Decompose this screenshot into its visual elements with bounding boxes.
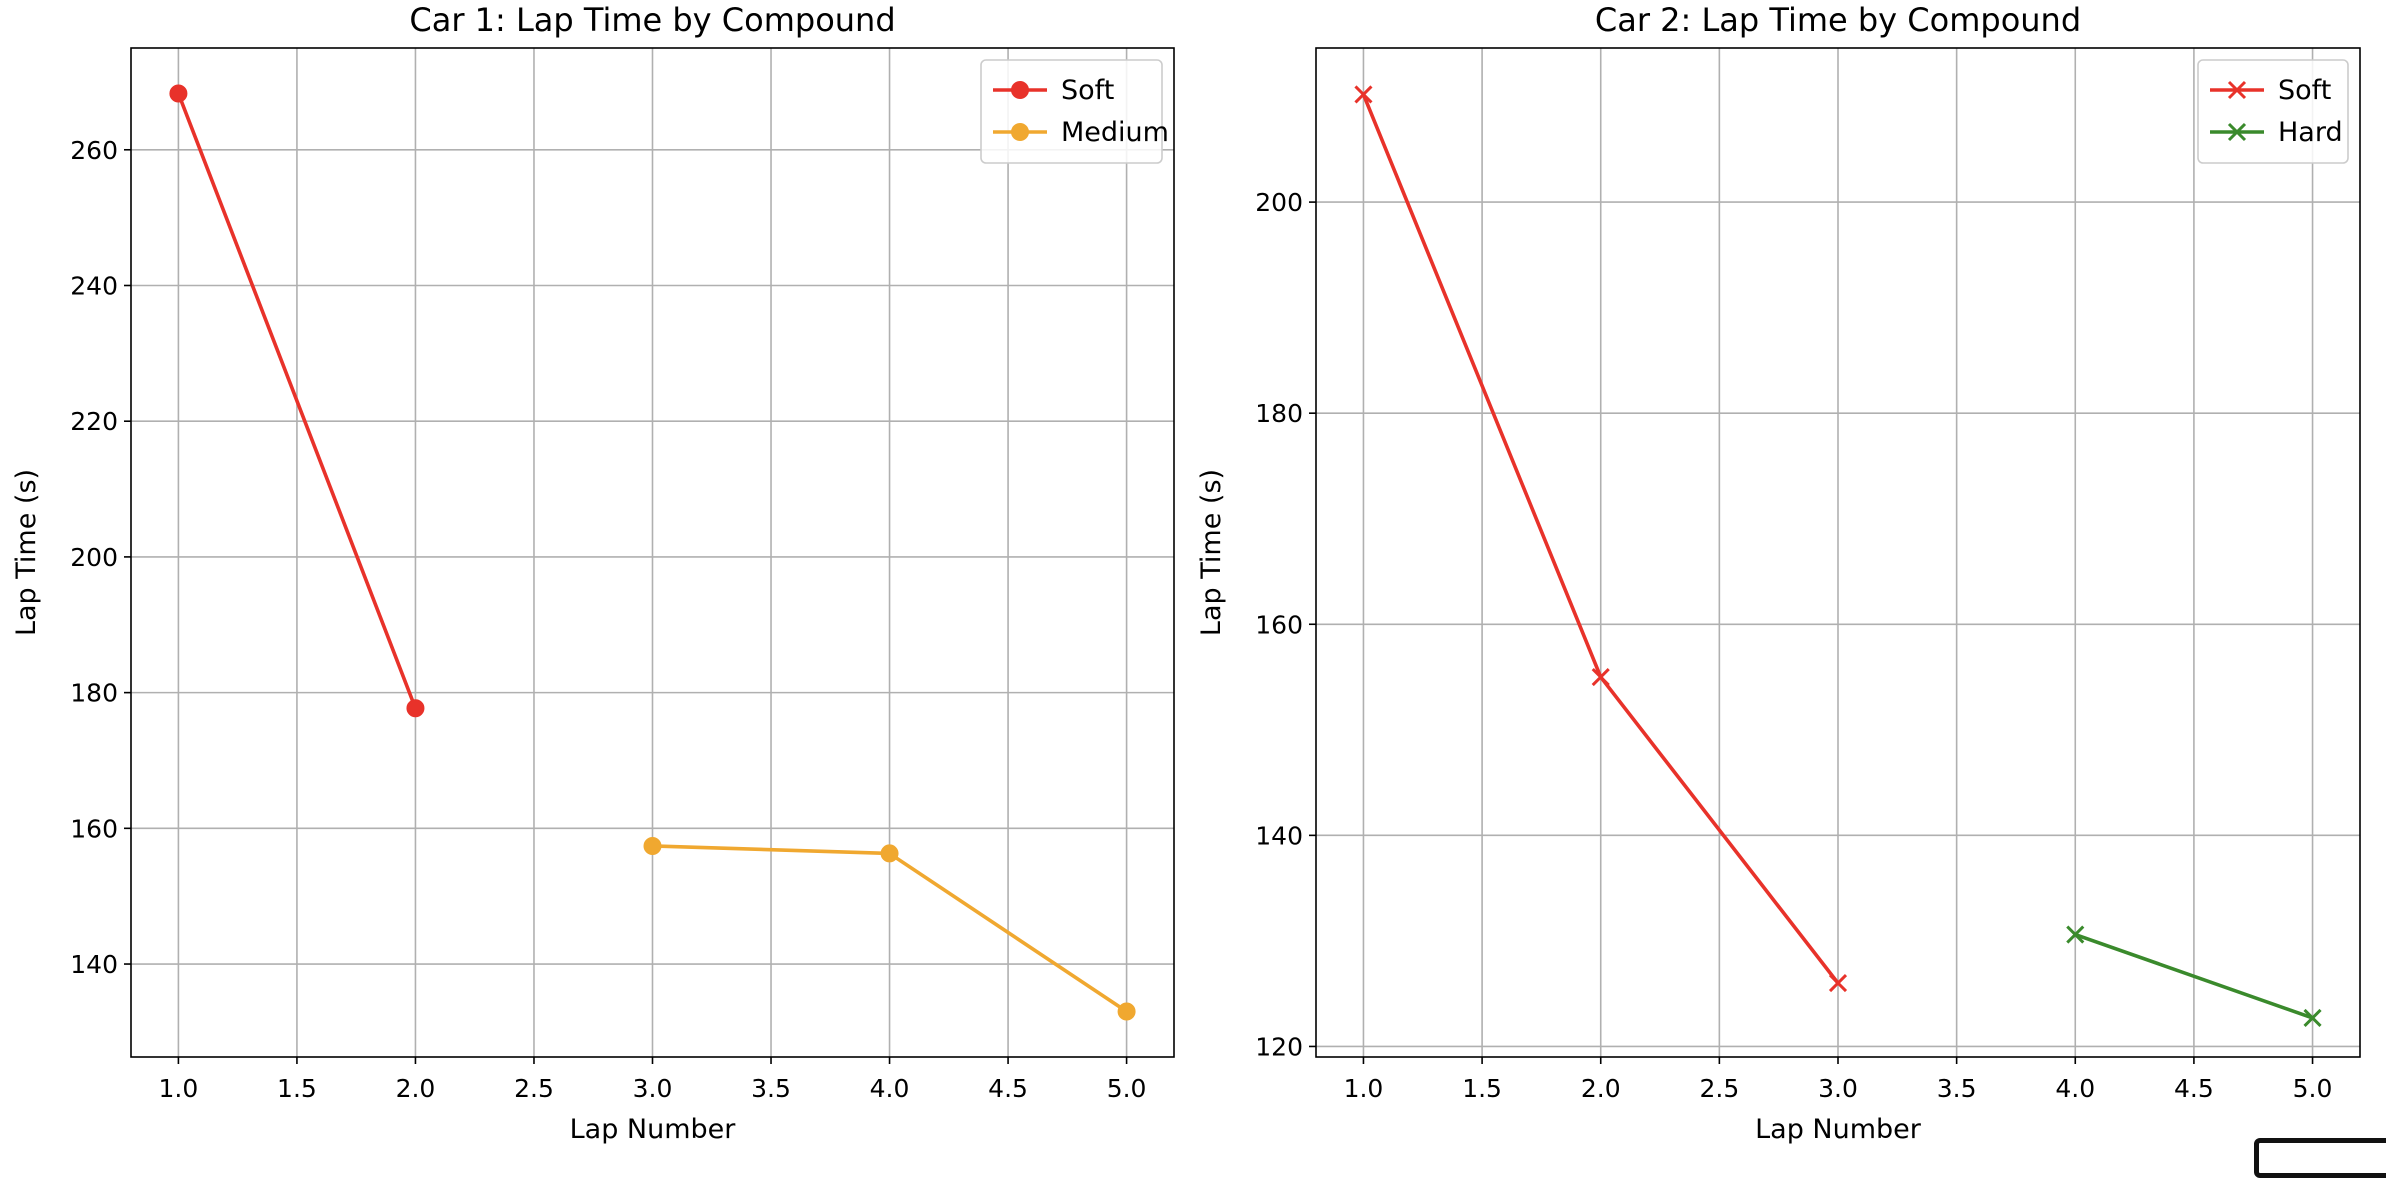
y-tick-label: 260 (70, 136, 118, 165)
y-tick-label: 220 (70, 407, 118, 436)
y-tick-label: 200 (70, 543, 118, 572)
chart-2: 1.0 1.5 2.0 2.5 3.0 3.5 4.0 4.5 5.0 120 140 160 180 2… (1196, 1, 2361, 1145)
x-tick-label: 3.0 (633, 1074, 673, 1103)
x-tick-label: 2.5 (1699, 1074, 1739, 1103)
x-axis-label: Lap Number (1755, 1114, 1922, 1145)
plot-frame (130, 47, 1175, 1058)
legend-marker (2227, 122, 2247, 142)
x-tick-label: 1.5 (1462, 1074, 1502, 1103)
legend-label: Soft (1061, 75, 1114, 106)
x-tick-label: 4.5 (988, 1074, 1028, 1103)
chart-title: Car 2: Lap Time by Compound (1595, 1, 2081, 39)
x-tick-label: 2.5 (514, 1074, 554, 1103)
series-soft (1354, 85, 1848, 993)
x-tick-label: 4.0 (2055, 1074, 2095, 1103)
corner-widget[interactable] (2254, 1138, 2386, 1178)
y-tick-label: 180 (70, 679, 118, 708)
data-point (1591, 667, 1610, 687)
legend-label: Soft (2278, 75, 2331, 106)
legend-box (2197, 59, 2349, 164)
x-axis-label: Lap Number (570, 1114, 737, 1145)
x-tick-label: 1.0 (1344, 1074, 1384, 1103)
legend-marker (1011, 123, 1029, 141)
x-tick-label: 1.5 (277, 1074, 317, 1103)
y-tick-label: 120 (1255, 1032, 1303, 1061)
data-point (1117, 1002, 1136, 1021)
chart-1: 1.0 1.5 2.0 2.5 3.0 3.5 4.0 4.5 5.0 140 160 180 200 2… (11, 1, 1175, 1145)
y-tick-label: 160 (70, 814, 118, 843)
series-line (2074, 932, 2314, 1020)
legend-label: Medium (1061, 117, 1169, 148)
x-tick-label: 2.0 (1581, 1074, 1621, 1103)
data-point (643, 836, 662, 855)
legend-marker (1011, 81, 1029, 99)
x-tick-label: 1.0 (159, 1074, 199, 1103)
y-tick-label: 160 (1255, 610, 1303, 639)
figure-canvas: 1.0 1.5 2.0 2.5 3.0 3.5 4.0 4.5 5.0 140 160 180 200 2… (11, 1, 2361, 1145)
series-line (176, 92, 418, 709)
x-tick-label: 2.0 (396, 1074, 436, 1103)
y-tick-label: 140 (70, 950, 118, 979)
y-tick-label: 140 (1255, 821, 1303, 850)
x-tick-label: 5.0 (2293, 1074, 2333, 1103)
data-point (1828, 974, 1848, 993)
y-tick-label: 240 (70, 271, 118, 300)
x-tick-label: 5.0 (1107, 1074, 1147, 1103)
series-hard (2066, 925, 2322, 1028)
x-tick-label: 3.5 (751, 1074, 791, 1103)
plot-frame (1315, 47, 2361, 1058)
data-point (406, 699, 425, 718)
data-point (2303, 1008, 2322, 1028)
legend-label: Hard (2278, 117, 2343, 148)
y-tick-label: 180 (1255, 399, 1303, 428)
x-tick-label: 3.5 (1937, 1074, 1977, 1103)
chart-title: Car 1: Lap Time by Compound (409, 1, 895, 39)
series-soft (169, 84, 425, 718)
series-medium (643, 836, 1136, 1021)
y-axis-label: Lap Time (s) (11, 469, 42, 636)
y-tick-label: 200 (1255, 188, 1303, 217)
data-point (169, 84, 188, 103)
y-axis-label: Lap Time (s) (1196, 469, 1227, 636)
x-tick-label: 3.0 (1818, 1074, 1858, 1103)
data-point (880, 844, 899, 863)
legend: Soft Medium (980, 59, 1169, 164)
x-tick-label: 4.5 (2174, 1074, 2214, 1103)
data-point (2066, 925, 2085, 944)
x-tick-label: 4.0 (870, 1074, 910, 1103)
data-point (1354, 85, 1373, 104)
legend: Soft Hard (2197, 59, 2349, 164)
legend-marker (2227, 80, 2247, 100)
